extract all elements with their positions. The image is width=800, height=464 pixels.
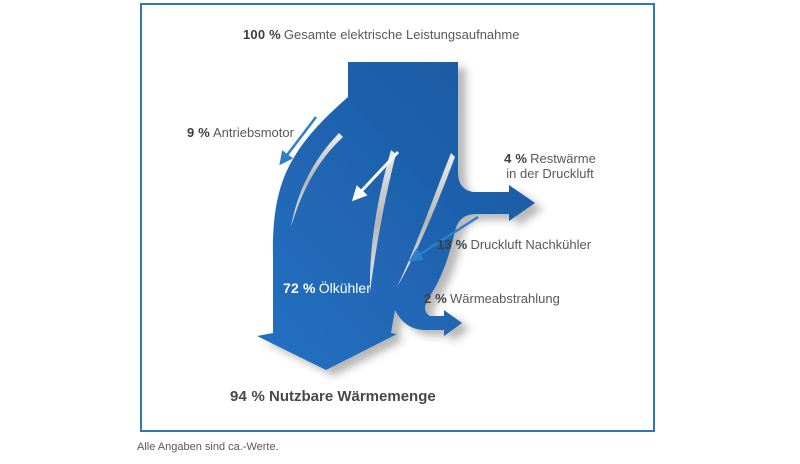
- label-drive-motor: 9 % Antriebsmotor: [187, 125, 294, 140]
- total-input-value: 100 %: [243, 27, 281, 42]
- drive-motor-text: Antriebsmotor: [213, 125, 294, 140]
- flow-separator-stripe-middle: [369, 150, 396, 292]
- label-aftercooler: 13 % Druckluft Nachkühler: [437, 237, 591, 252]
- motor-flow-arrow: [279, 116, 317, 166]
- heat-radiation-value: 2 %: [424, 291, 448, 306]
- usable-heat-value: 94 %: [230, 388, 265, 405]
- oil-cooler-text: Ölkühler: [318, 280, 371, 296]
- footnote: Alle Angaben sind ca.-Werte.: [137, 441, 279, 453]
- usable-heat-text: Nutzbare Wärmemenge: [269, 388, 436, 405]
- main-flow-direction-arrow: [351, 150, 400, 202]
- energy-flow-shape: [257, 62, 535, 370]
- heat-radiation-text: Wärmeabstrahlung: [450, 291, 560, 306]
- flow-separator-stripe-right: [397, 153, 455, 287]
- aftercooler-flow-arrow: [408, 215, 479, 262]
- residual-heat-value: 4 %: [504, 151, 528, 166]
- drive-motor-value: 9 %: [187, 125, 211, 140]
- residual-heat-text-line1: Restwärme: [530, 151, 596, 166]
- total-input-text: Gesamte elektrische Leistungsaufnahme: [283, 27, 520, 42]
- label-residual-heat: 4 % Restwärme in der Druckluft: [475, 151, 625, 181]
- aftercooler-text: Druckluft Nachkühler: [470, 237, 592, 252]
- oil-cooler-value: 72 %: [283, 280, 316, 296]
- label-total-input: 100 % Gesamte elektrische Leistungsaufnah…: [243, 27, 519, 42]
- residual-heat-text-line2: in der Druckluft: [506, 166, 594, 181]
- label-usable-heat: 94 % Nutzbare Wärmemenge: [230, 388, 436, 405]
- aftercooler-value: 13 %: [437, 237, 468, 252]
- label-heat-radiation: 2 % Wärmeabstrahlung: [424, 291, 560, 306]
- label-oil-cooler: 72 % Ölkühler: [283, 281, 371, 296]
